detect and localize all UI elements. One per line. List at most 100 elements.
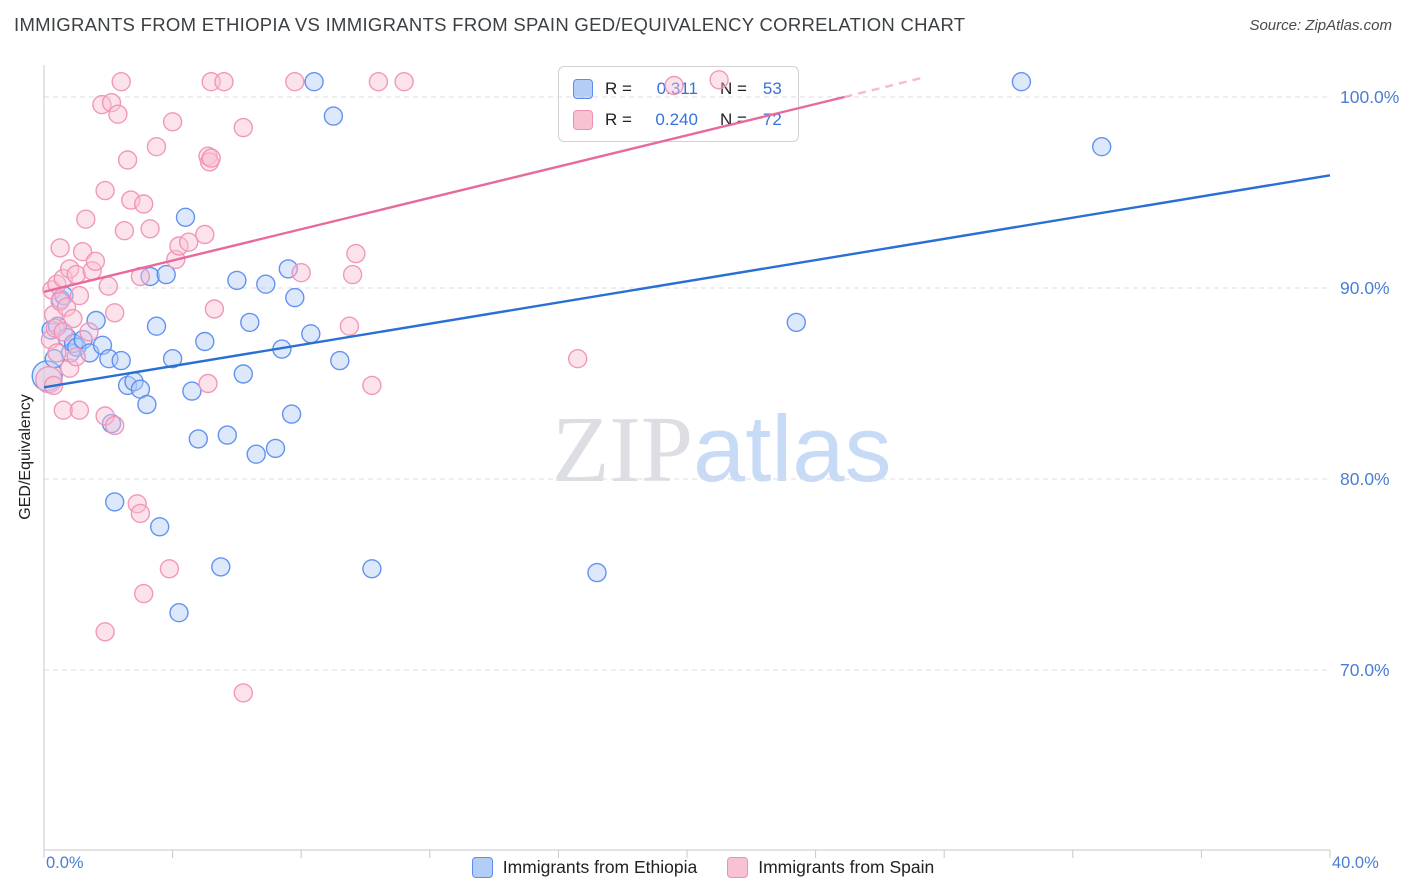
scatter-point-spain (146, 136, 167, 157)
scatter-point-spain (59, 259, 80, 279)
n-value: 72 (762, 109, 782, 129)
y-tick-label: 80.0% (1340, 469, 1390, 489)
scatter-point-spain (82, 261, 102, 281)
scatter-point-ethiopia (1091, 136, 1112, 157)
scatter-point-spain (40, 329, 61, 350)
scatter-point-ethiopia (211, 557, 231, 577)
scatter-point-spain (394, 71, 414, 92)
scatter-point-ethiopia (195, 331, 215, 352)
scatter-point-ethiopia (44, 349, 64, 369)
y-axis-label: GED/Equivalency (17, 394, 34, 520)
scatter-point-spain (98, 276, 119, 296)
scatter-point-ethiopia (1011, 71, 1032, 92)
scatter-point-ethiopia (240, 312, 260, 333)
scatter-point-ethiopia (63, 333, 84, 354)
scatter-point-ethiopia (265, 438, 286, 459)
scatter-point-ethiopia (256, 274, 276, 294)
series-legend: Immigrants from Ethiopia Immigrants from… (0, 850, 1406, 884)
trendline (844, 76, 922, 99)
scatter-point-ethiopia (41, 320, 61, 340)
scatter-point-spain (342, 264, 363, 285)
scatter-point-ethiopia (323, 106, 344, 126)
scatter-point-spain (53, 400, 73, 420)
scatter-point-spain (368, 71, 389, 92)
scatter-point-ethiopia (301, 324, 321, 344)
watermark: ZIPatlas (552, 402, 892, 498)
scatter-point-ethiopia (51, 289, 71, 310)
scatter-point-ethiopia (101, 413, 122, 434)
scatter-point-spain (178, 232, 199, 252)
scatter-point-ethiopia (73, 329, 93, 350)
scatter-point-spain (204, 299, 225, 319)
scatter-point-spain (66, 264, 86, 285)
scatter-point-ethiopia (57, 328, 77, 348)
scatter-point-spain (104, 415, 125, 436)
scatter-point-spain (63, 308, 83, 329)
scatter-point-spain (166, 249, 186, 270)
r-value: 0.311 (656, 78, 698, 98)
scatter-point-ethiopia (117, 375, 138, 396)
scatter-point-spain (79, 322, 99, 342)
scatter-point-spain (45, 318, 65, 338)
scatter-point-spain (56, 297, 77, 317)
stats-row-ethiopia: R = 0.311 N = 53 (573, 76, 782, 101)
y-tick-label: 90.0% (1340, 278, 1390, 298)
scatter-point-ethiopia (217, 425, 238, 445)
scatter-point-spain (66, 347, 86, 367)
scatter-point-spain (95, 622, 115, 642)
x-axis-min-label: 0.0% (46, 854, 84, 872)
scatter-point-spain (111, 71, 131, 92)
scatter-point-spain (233, 117, 254, 138)
scatter-point-ethiopia (162, 349, 183, 369)
x-axis-max-label: 40.0% (1332, 854, 1379, 872)
scatter-point-spain (140, 219, 160, 239)
scatter-point-spain (133, 583, 154, 604)
scatter-point-ethiopia (169, 603, 189, 623)
watermark-zip: ZIP (552, 398, 693, 502)
scatter-point-spain (201, 148, 221, 168)
scatter-point-spain (53, 268, 73, 289)
y-tick-label: 70.0% (1340, 660, 1390, 680)
scatter-point-spain (108, 104, 128, 124)
scatter-point-ethiopia (285, 287, 305, 308)
scatter-point-ethiopia (130, 379, 151, 399)
scatter-point-spain (101, 92, 122, 113)
scatter-point-ethiopia (54, 285, 74, 306)
scatter-point-ethiopia (140, 266, 160, 287)
scatter-point-ethiopia (272, 339, 292, 359)
scatter-point-spain (76, 209, 96, 229)
scatter-point-ethiopia (92, 335, 113, 355)
n-value: 53 (762, 78, 782, 98)
n-label: N = (719, 78, 747, 98)
scatter-point-spain (50, 291, 70, 312)
scatter-point-ethiopia (587, 562, 607, 583)
scatter-point-ethiopia (99, 349, 119, 369)
scatter-point-ethiopia (182, 381, 202, 401)
scatter-point-spain (162, 112, 183, 132)
scatter-point-spain (47, 274, 67, 294)
watermark-atlas: atlas (693, 396, 892, 501)
scatter-point-ethiopia (79, 343, 100, 363)
scatter-point-spain (85, 251, 106, 271)
scatter-point-ethiopia (246, 444, 266, 464)
legend-item-spain: Immigrants from Spain (727, 856, 934, 878)
scatter-point-spain (35, 366, 63, 394)
legend-label: Immigrants from Ethiopia (502, 856, 698, 877)
scatter-point-spain (159, 559, 180, 579)
spain-swatch (573, 109, 593, 130)
page-title: IMMIGRANTS FROM ETHIOPIA VS IMMIGRANTS F… (14, 14, 966, 35)
r-label: R = (605, 109, 632, 129)
scatter-point-ethiopia (31, 360, 63, 392)
ethiopia-legend-swatch (471, 856, 493, 878)
scatter-point-spain (346, 243, 366, 264)
scatter-point-spain (50, 238, 70, 258)
scatter-point-spain (53, 322, 73, 342)
scatter-point-spain (72, 241, 93, 262)
scatter-point-spain (42, 280, 62, 300)
scatter-point-ethiopia (330, 350, 350, 371)
scatter-point-spain (59, 358, 80, 378)
scatter-point-ethiopia (67, 337, 87, 357)
correlation-stats-box: R = 0.311 N = 53 R = 0.240 N = 72 (558, 66, 799, 142)
scatter-point-spain (127, 494, 147, 514)
